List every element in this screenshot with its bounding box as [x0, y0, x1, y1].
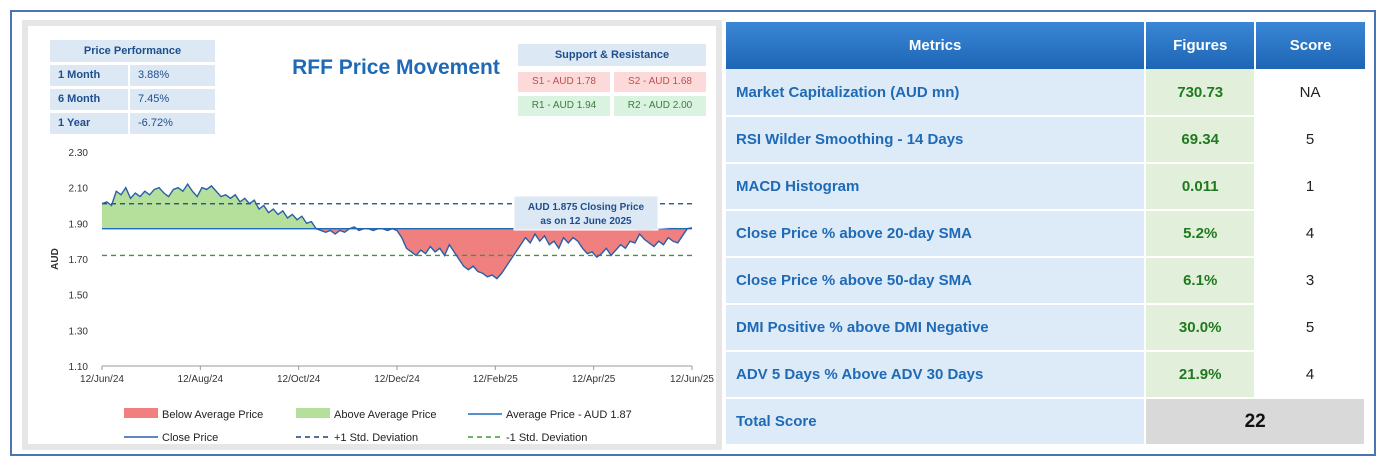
metric-score: 5 — [1255, 116, 1366, 164]
metric-name: RSI Wilder Smoothing - 14 Days — [726, 116, 1147, 164]
x-tick-label: 12/Apr/25 — [572, 374, 616, 385]
perf-period-1: 1 Month — [50, 65, 128, 86]
chart-panel: Price Performance 1 Month 3.88% 6 Month … — [22, 20, 722, 450]
metric-figure: 21.9% — [1145, 351, 1257, 399]
legend-swatch — [296, 408, 330, 418]
metric-score: 4 — [1255, 351, 1366, 399]
metric-score: 4 — [1255, 210, 1366, 258]
chart-area: Price Performance 1 Month 3.88% 6 Month … — [28, 26, 716, 444]
x-tick-label: 12/Oct/24 — [277, 374, 321, 385]
below-average-fill — [102, 228, 692, 279]
y-tick-label: 1.10 — [69, 362, 89, 373]
resistance-r2: R2 - AUD 2.00 — [614, 96, 706, 116]
table-row: Close Price % above 20-day SMA 5.2% 4 — [726, 210, 1366, 258]
y-tick-label: 2.30 — [69, 148, 89, 159]
y-axis-label: AUD — [50, 248, 61, 270]
closing-callout-pointer — [632, 225, 694, 230]
y-tick-label: 2.10 — [69, 184, 89, 195]
metric-figure: 730.73 — [1145, 69, 1257, 117]
dashboard-frame: Price Performance 1 Month 3.88% 6 Month … — [10, 10, 1376, 456]
x-tick-label: 12/Jun/25 — [670, 374, 714, 385]
metric-name: ADV 5 Days % Above ADV 30 Days — [726, 351, 1147, 399]
y-tick-label: 1.70 — [69, 255, 89, 266]
price-chart: 2.30 2.10 1.90 1.70 1.50 1.30 1.10 AUD 12/Jun/24… — [50, 148, 714, 444]
legend-label: Below Average Price — [162, 409, 263, 421]
total-row: Total Score 22 — [726, 398, 1366, 446]
metric-figure: 6.1% — [1145, 257, 1257, 305]
support-resistance-title: Support & Resistance — [518, 44, 706, 66]
total-label: Total Score — [726, 398, 1147, 446]
metric-name: MACD Histogram — [726, 163, 1147, 211]
x-tick-label: 12/Jun/24 — [80, 374, 124, 385]
metric-figure: 0.011 — [1145, 163, 1257, 211]
metric-figure: 69.34 — [1145, 116, 1257, 164]
header-score: Score — [1255, 22, 1365, 69]
legend-label: Average Price - AUD 1.87 — [506, 409, 632, 421]
metric-name: Close Price % above 20-day SMA — [726, 210, 1147, 258]
metric-name: Market Capitalization (AUD mn) — [726, 69, 1147, 117]
metric-name: Close Price % above 50-day SMA — [726, 257, 1147, 305]
closing-callout-line-1: AUD 1.875 Closing Price — [528, 202, 645, 213]
y-tick-label: 1.90 — [69, 219, 89, 230]
table-row: RSI Wilder Smoothing - 14 Days 69.34 5 — [726, 116, 1366, 164]
above-average-fill — [102, 184, 692, 229]
closing-callout-box — [513, 195, 659, 231]
y-tick-label: 1.50 — [69, 291, 89, 302]
metric-figure: 30.0% — [1145, 304, 1257, 352]
legend-swatch — [124, 408, 158, 418]
total-value: 22 — [1145, 398, 1366, 446]
chart-title: RFF Price Movement — [292, 56, 500, 79]
resistance-r1: R1 - AUD 1.94 — [518, 96, 610, 116]
metric-score: 1 — [1255, 163, 1366, 211]
table-row: Market Capitalization (AUD mn) 730.73 NA — [726, 69, 1366, 117]
perf-period-3: 1 Year — [50, 113, 128, 134]
header-figures: Figures — [1145, 22, 1257, 69]
table-row: MACD Histogram 0.011 1 — [726, 163, 1366, 211]
metric-score: 3 — [1255, 257, 1366, 305]
metric-figure: 5.2% — [1145, 210, 1257, 258]
legend-label: Close Price — [162, 432, 218, 444]
metrics-table: Metrics Figures Score Market Capitalizat… — [726, 22, 1366, 446]
legend-label: +1 Std. Deviation — [334, 432, 418, 444]
metric-name: DMI Positive % above DMI Negative — [726, 304, 1147, 352]
header-metrics: Metrics — [726, 22, 1147, 69]
y-tick-label: 1.30 — [69, 326, 89, 337]
x-tick-label: 12/Dec/24 — [374, 374, 420, 385]
x-tick-label: 12/Aug/24 — [178, 374, 224, 385]
legend-label: Above Average Price — [334, 409, 437, 421]
metric-score: 5 — [1255, 304, 1366, 352]
close-price-line — [101, 182, 693, 280]
table-row: ADV 5 Days % Above ADV 30 Days 21.9% 4 — [726, 351, 1366, 399]
price-performance-title: Price Performance — [50, 40, 215, 62]
closing-callout-line-2: as on 12 June 2025 — [540, 216, 632, 227]
perf-value-2: 7.45% — [130, 89, 215, 110]
metric-score: NA — [1255, 69, 1366, 117]
x-tick-label: 12/Feb/25 — [473, 374, 518, 385]
support-s1: S1 - AUD 1.78 — [518, 72, 610, 92]
support-s2: S2 - AUD 1.68 — [614, 72, 706, 92]
perf-value-3: -6.72% — [130, 113, 215, 134]
perf-period-2: 6 Month — [50, 89, 128, 110]
table-row: DMI Positive % above DMI Negative 30.0% … — [726, 304, 1366, 352]
legend-label: -1 Std. Deviation — [506, 432, 587, 444]
perf-value-1: 3.88% — [130, 65, 215, 86]
table-row: Close Price % above 50-day SMA 6.1% 3 — [726, 257, 1366, 305]
